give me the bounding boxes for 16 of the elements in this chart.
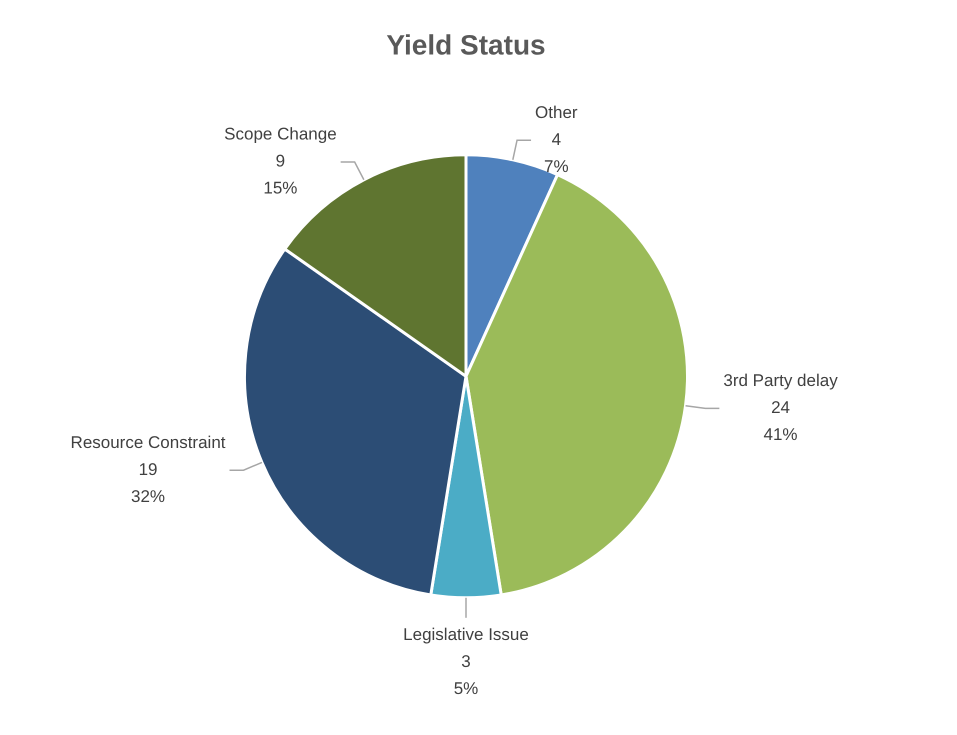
text: 32% [131, 486, 166, 506]
slice-label: Legislative Issue [403, 624, 529, 644]
text: 5% [454, 678, 478, 698]
data-label: 3 [461, 652, 471, 671]
data-label: 19 [138, 460, 158, 479]
data-label: 4 [552, 130, 562, 149]
slice-label: 3rd Party delay [723, 371, 838, 390]
text: 41% [764, 425, 798, 444]
text: 15% [263, 178, 298, 198]
data-label: 24 [771, 398, 790, 418]
slice-label: Scope Change [224, 124, 337, 144]
slice-label: Resource Constraint [70, 432, 226, 452]
data-label: 9 [276, 152, 286, 171]
slice-label: Other [535, 102, 578, 122]
text: 7% [544, 156, 569, 176]
chart-title: Yield Status [386, 30, 546, 61]
